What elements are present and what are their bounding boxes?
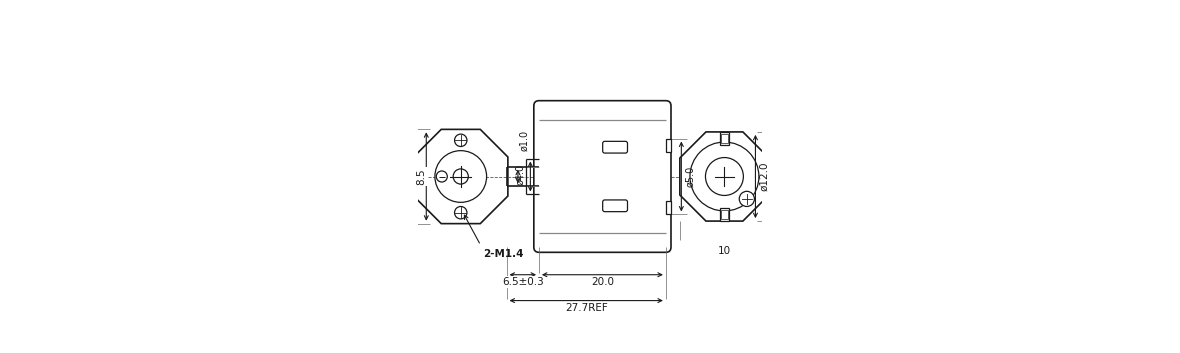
FancyBboxPatch shape (533, 101, 671, 252)
Circle shape (690, 142, 759, 211)
Text: 20.0: 20.0 (591, 277, 614, 287)
Bar (666, 139, 670, 152)
Text: 6.5±0.3: 6.5±0.3 (502, 277, 544, 287)
Circle shape (453, 169, 468, 184)
Polygon shape (414, 129, 507, 224)
Circle shape (706, 157, 743, 196)
Bar (720, 208, 729, 221)
Circle shape (435, 151, 486, 202)
Text: ø5.0: ø5.0 (686, 166, 696, 187)
FancyBboxPatch shape (603, 141, 628, 153)
Circle shape (454, 134, 467, 146)
Circle shape (454, 207, 467, 219)
FancyBboxPatch shape (603, 200, 628, 212)
Text: 10: 10 (717, 246, 730, 256)
Text: ø4.0: ø4.0 (516, 164, 525, 185)
Circle shape (437, 171, 447, 182)
Text: ø1.0: ø1.0 (519, 130, 529, 151)
Bar (720, 132, 729, 145)
Text: 2-M1.4: 2-M1.4 (484, 249, 524, 259)
Text: ø12.0: ø12.0 (759, 162, 769, 191)
Bar (721, 210, 728, 219)
Circle shape (739, 191, 754, 207)
Bar (721, 134, 728, 143)
Bar (666, 201, 670, 214)
Polygon shape (680, 132, 769, 221)
Text: 8.5: 8.5 (417, 168, 426, 185)
Text: 27.7REF: 27.7REF (565, 303, 608, 313)
